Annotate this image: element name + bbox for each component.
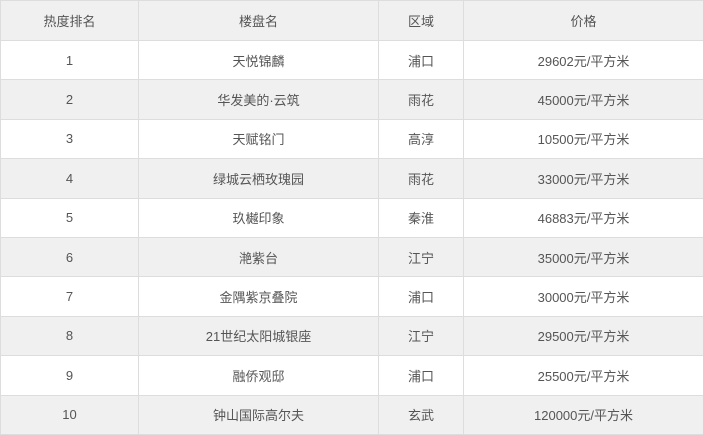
region-cell: 江宁	[378, 315, 464, 357]
table-row: 4 绿城云栖玫瑰园 雨花 33000元/平方米	[0, 158, 703, 199]
header-price: 价格	[463, 0, 703, 41]
name-cell: 滟紫台	[138, 236, 379, 278]
rank-cell: 9	[0, 355, 139, 396]
table-row: 5 玖樾印象 秦淮 46883元/平方米	[0, 197, 703, 238]
price-cell: 29602元/平方米	[463, 39, 703, 81]
rank-cell: 3	[0, 118, 139, 160]
name-cell: 天赋铭门	[138, 118, 379, 160]
name-cell: 钟山国际高尔夫	[138, 394, 379, 435]
rank-cell: 6	[0, 236, 139, 278]
table-row: 1 天悦锦麟 浦口 29602元/平方米	[0, 39, 703, 81]
name-cell: 融侨观邸	[138, 355, 379, 396]
region-cell: 雨花	[378, 79, 464, 120]
region-cell: 浦口	[378, 355, 464, 396]
name-cell: 华发美的·云筑	[138, 79, 379, 120]
region-cell: 雨花	[378, 158, 464, 199]
price-cell: 10500元/平方米	[463, 118, 703, 160]
table-row: 8 21世纪太阳城银座 江宁 29500元/平方米	[0, 315, 703, 357]
table-row: 10 钟山国际高尔夫 玄武 120000元/平方米	[0, 394, 703, 435]
price-cell: 33000元/平方米	[463, 158, 703, 199]
region-cell: 浦口	[378, 276, 464, 317]
name-cell: 21世纪太阳城银座	[138, 315, 379, 357]
region-cell: 高淳	[378, 118, 464, 160]
name-cell: 绿城云栖玫瑰园	[138, 158, 379, 199]
header-rank: 热度排名	[0, 0, 139, 41]
price-cell: 30000元/平方米	[463, 276, 703, 317]
price-cell: 45000元/平方米	[463, 79, 703, 120]
region-cell: 江宁	[378, 236, 464, 278]
rank-cell: 7	[0, 276, 139, 317]
rank-cell: 1	[0, 39, 139, 81]
rank-cell: 10	[0, 394, 139, 435]
header-row: 热度排名 楼盘名 区域 价格	[0, 0, 703, 41]
table-row: 7 金隅紫京叠院 浦口 30000元/平方米	[0, 276, 703, 317]
table-row: 3 天赋铭门 高淳 10500元/平方米	[0, 118, 703, 160]
rank-cell: 8	[0, 315, 139, 357]
name-cell: 天悦锦麟	[138, 39, 379, 81]
name-cell: 金隅紫京叠院	[138, 276, 379, 317]
region-cell: 浦口	[378, 39, 464, 81]
rank-cell: 2	[0, 79, 139, 120]
header-name: 楼盘名	[138, 0, 379, 41]
header-region: 区域	[378, 0, 464, 41]
price-cell: 25500元/平方米	[463, 355, 703, 396]
table-row: 2 华发美的·云筑 雨花 45000元/平方米	[0, 79, 703, 120]
rank-cell: 4	[0, 158, 139, 199]
table-row: 9 融侨观邸 浦口 25500元/平方米	[0, 355, 703, 396]
price-cell: 35000元/平方米	[463, 236, 703, 278]
price-cell: 46883元/平方米	[463, 197, 703, 238]
region-cell: 玄武	[378, 394, 464, 435]
table-row: 6 滟紫台 江宁 35000元/平方米	[0, 236, 703, 278]
rank-cell: 5	[0, 197, 139, 238]
price-cell: 29500元/平方米	[463, 315, 703, 357]
price-cell: 120000元/平方米	[463, 394, 703, 435]
region-cell: 秦淮	[378, 197, 464, 238]
name-cell: 玖樾印象	[138, 197, 379, 238]
